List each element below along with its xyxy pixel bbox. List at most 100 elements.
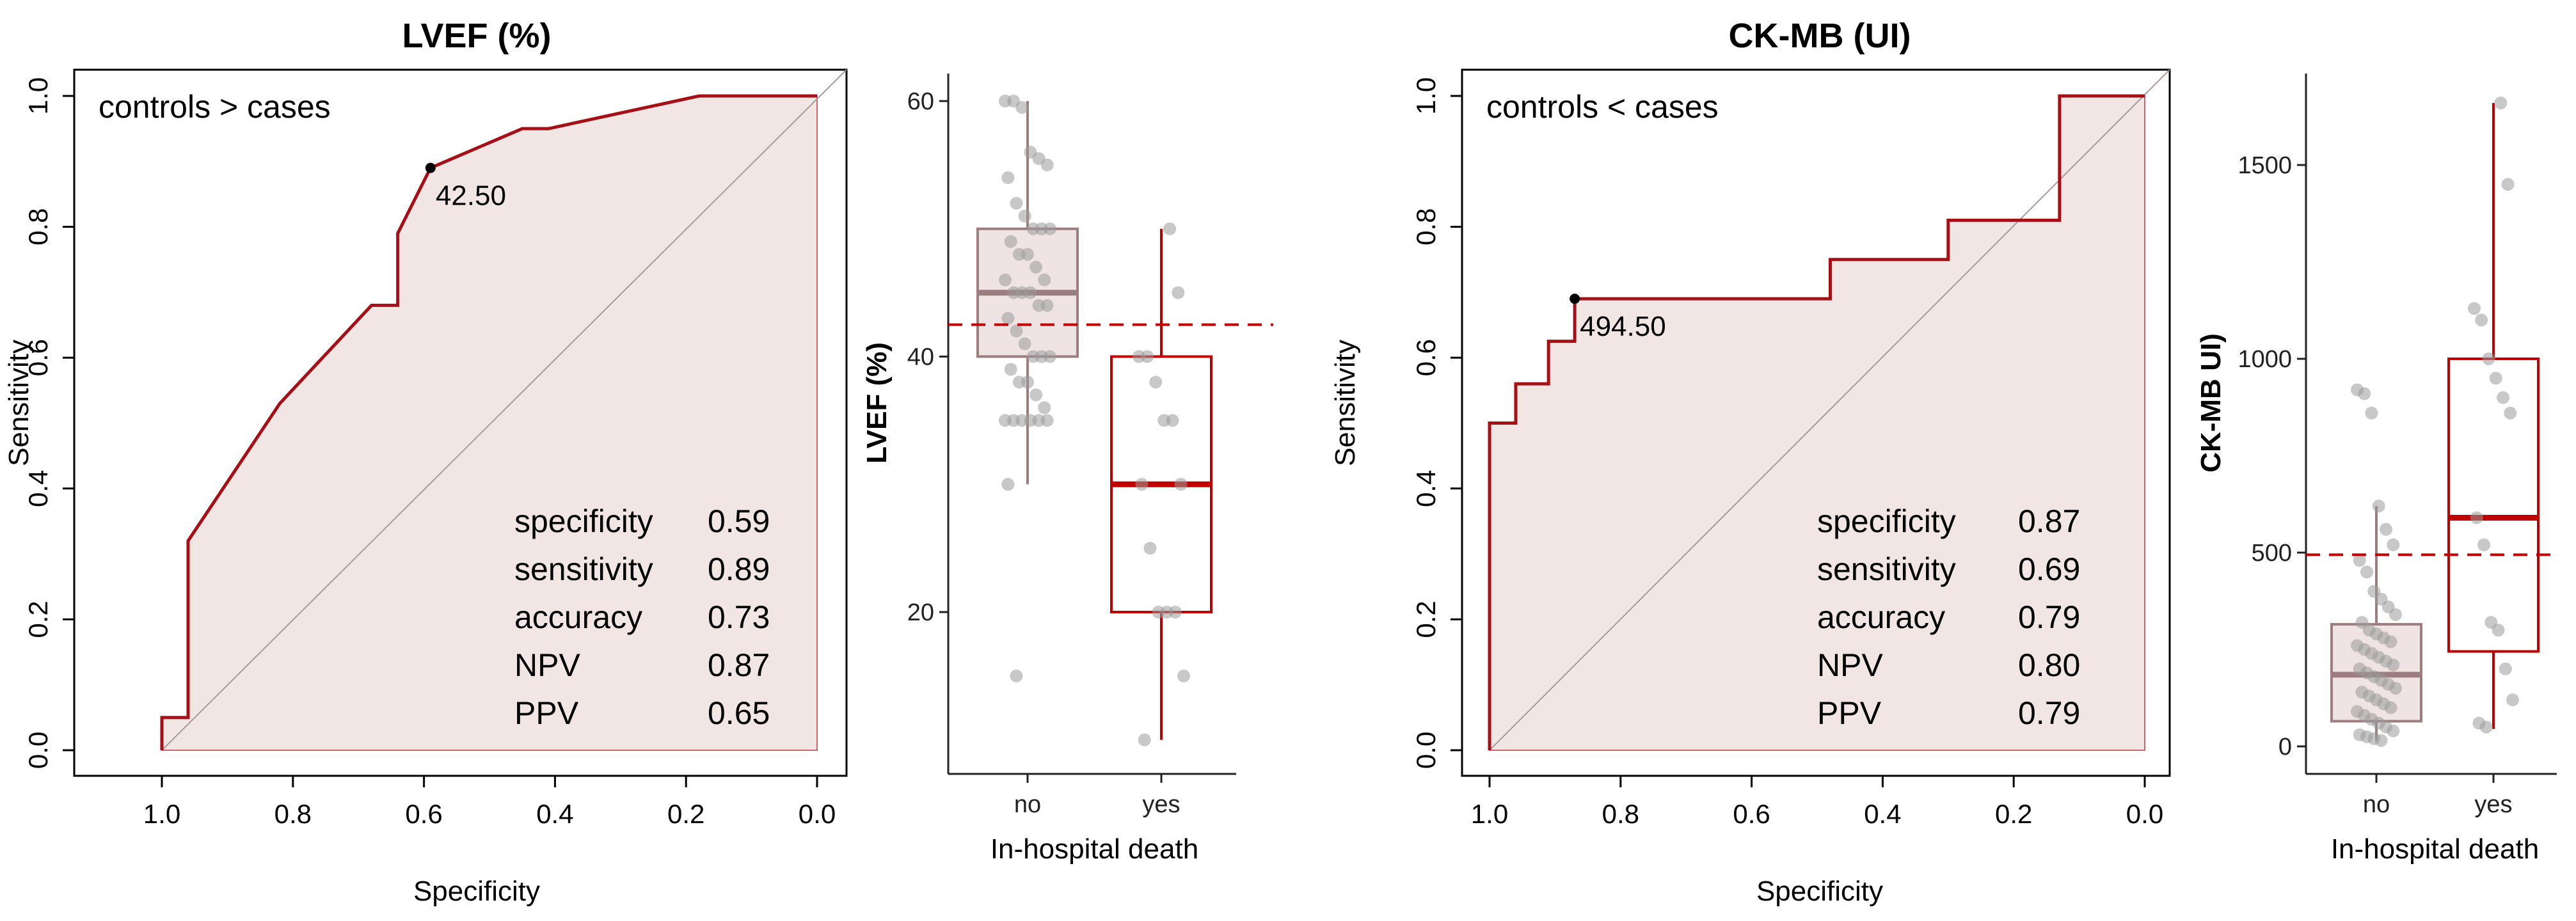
box-ckmb-point-no <box>2387 658 2400 672</box>
roc-lvef-y-tick-label: 0.8 <box>23 208 53 245</box>
roc-ckmb-y-axis-label: Sensitivity <box>1330 340 1361 466</box>
box-lvef-point-yes <box>1135 478 1149 491</box>
box-ckmb-point-no <box>2358 387 2371 400</box>
roc-lvef-stat-name: accuracy <box>514 599 642 635</box>
box-lvef-point-no <box>1015 100 1029 114</box>
box-lvef-point-no <box>1030 388 1043 402</box>
box-lvef-point-no <box>1001 311 1015 325</box>
roc-lvef-stat-name: sensitivity <box>514 551 653 587</box>
roc-ckmb-stat-value: 0.87 <box>2018 503 2080 539</box>
box-ckmb-y-tick-label: 1000 <box>2238 346 2292 373</box>
box-lvef-point-no <box>1044 222 1056 235</box>
roc-lvef-x-tick-label: 0.0 <box>799 799 836 829</box>
roc-ckmb-x-tick-label: 0.6 <box>1733 799 1770 829</box>
box-ckmb-point-yes <box>2475 313 2488 327</box>
roc-ckmb-y-tick-label: 0.6 <box>1411 339 1441 376</box>
box-ckmb-point-no <box>2380 523 2392 536</box>
roc-lvef-y-axis-label: Sensitivity <box>3 340 35 466</box>
box-ckmb-point-no <box>2387 724 2400 737</box>
box-ckmb-y-tick-label: 0 <box>2278 734 2292 760</box>
box-ckmb-point-yes <box>2504 406 2517 420</box>
box-ckmb-point-no <box>2360 565 2373 579</box>
box-lvef-point-yes <box>1138 733 1151 746</box>
box-ckmb-point-yes <box>2470 511 2483 524</box>
roc-ckmb-stat-name: NPV <box>1817 647 1883 683</box>
box-ckmb-panel: 0 500 1000 1500 no yes In-hospital death CK-MB … <box>2195 74 2559 865</box>
box-lvef-point-yes <box>1141 350 1154 363</box>
box-lvef-point-no <box>1004 363 1017 376</box>
roc-ckmb-stat-name: accuracy <box>1817 599 1945 635</box>
box-ckmb-point-no <box>2372 500 2385 513</box>
roc-ckmb-panel: 494.50 1.0 0.8 0.6 0.4 0.2 0.0 0.0 0.2 0.4 0.6 0.8 1… <box>1330 17 2171 907</box>
roc-lvef-x-tick-label: 0.6 <box>405 799 442 829</box>
box-ckmb-point-no <box>2365 406 2378 420</box>
box-lvef-category-label: no <box>1014 791 1041 818</box>
roc-lvef-stat-value: 0.87 <box>708 647 770 683</box>
box-lvef-point-yes <box>1168 606 1182 618</box>
box-ckmb-point-no <box>2389 608 2402 621</box>
box-ckmb-point-no <box>2374 734 2388 747</box>
box-lvef-point-no <box>1040 414 1054 427</box>
box-lvef-point-yes <box>1163 222 1177 235</box>
box-lvef-point-no <box>1001 478 1015 491</box>
roc-ckmb-y-tick-label: 0.2 <box>1411 601 1441 638</box>
box-lvef-point-no <box>1010 669 1023 682</box>
roc-ckmb-stat-name: PPV <box>1817 695 1882 731</box>
box-lvef-point-no <box>1030 260 1043 274</box>
box-ckmb-point-yes <box>2499 662 2512 675</box>
roc-ckmb-x-tick-label: 0.4 <box>1864 799 1901 829</box>
roc-ckmb-direction-annotation: controls < cases <box>1486 89 1719 125</box>
box-ckmb-point-yes <box>2494 97 2508 110</box>
box-lvef-y-tick-label: 60 <box>907 88 934 115</box>
box-ckmb-point-yes <box>2506 693 2519 707</box>
box-ckmb-y-axis-label: CK-MB UI) <box>2195 333 2227 473</box>
roc-ckmb-x-tick-label: 0.8 <box>1602 799 1639 829</box>
box-ckmb-point-no <box>2353 554 2366 567</box>
roc-lvef-direction-annotation: controls > cases <box>99 89 331 125</box>
box-ckmb-point-yes <box>2492 624 2505 637</box>
box-lvef-point-no <box>1018 209 1031 223</box>
box-lvef-point-yes <box>1143 542 1157 555</box>
box-lvef-point-no <box>1021 375 1034 389</box>
roc-lvef-x-tick-label: 0.2 <box>667 799 704 829</box>
box-ckmb-category-label: no <box>2363 791 2390 818</box>
box-lvef-category-label: yes <box>1142 791 1180 818</box>
box-lvef-point-yes <box>1166 414 1179 427</box>
roc-lvef-panel: 42.50 1.0 0.8 0.6 0.4 0.2 0.0 0.0 0.2 0.4 0.6 0.8 1.… <box>3 17 848 907</box>
box-ckmb-point-yes <box>2477 538 2490 551</box>
roc-lvef-x-tick-label: 0.4 <box>536 799 573 829</box>
roc-ckmb-x-tick-label: 0.2 <box>1995 799 2032 829</box>
box-lvef-point-no <box>1004 235 1017 248</box>
box-lvef-point-yes <box>1149 375 1163 389</box>
roc-lvef-x-tick-label: 1.0 <box>143 799 180 829</box>
box-lvef-point-no <box>1044 350 1056 363</box>
roc-lvef-stat-name: NPV <box>514 647 580 683</box>
box-ckmb-x-axis-label: In-hospital death <box>2331 833 2539 865</box>
box-lvef-point-no <box>1010 324 1023 338</box>
roc-lvef-title: LVEF (%) <box>402 17 552 55</box>
roc-lvef-stat-name: PPV <box>514 695 579 731</box>
box-lvef-point-no <box>1038 401 1051 414</box>
box-lvef-panel: 20 40 60 no yes In-hospital death LVEF (%) <box>861 74 1273 865</box>
box-lvef-point-no <box>1021 248 1034 261</box>
roc-lvef-stat-value: 0.65 <box>708 695 770 731</box>
box-lvef-y-tick-label: 40 <box>907 344 934 371</box>
roc-ckmb-stat-name: specificity <box>1817 503 1956 539</box>
box-ckmb-point-no <box>2387 538 2400 551</box>
roc-lvef-x-tick-label: 0.8 <box>274 799 312 829</box>
roc-ckmb-y-tick-label: 1.0 <box>1411 77 1441 114</box>
box-ckmb-box-yes <box>2447 358 2540 653</box>
box-ckmb-point-yes <box>2479 720 2493 734</box>
roc-ckmb-cutoff-point <box>1570 294 1580 304</box>
box-ckmb-point-no <box>2384 701 2397 714</box>
box-ckmb-y-tick-label: 1500 <box>2238 152 2292 179</box>
box-ckmb-point-no <box>2389 682 2402 695</box>
box-lvef-x-axis-label: In-hospital death <box>990 833 1198 865</box>
box-ckmb-point-no <box>2384 635 2397 649</box>
roc-ckmb-x-tick-label: 1.0 <box>1471 799 1508 829</box>
roc-lvef-stat-value: 0.73 <box>708 599 770 635</box>
roc-lvef-cutoff-point <box>425 162 436 173</box>
roc-lvef-stat-value: 0.89 <box>708 551 770 587</box>
roc-lvef-plot-frame <box>73 68 848 777</box>
